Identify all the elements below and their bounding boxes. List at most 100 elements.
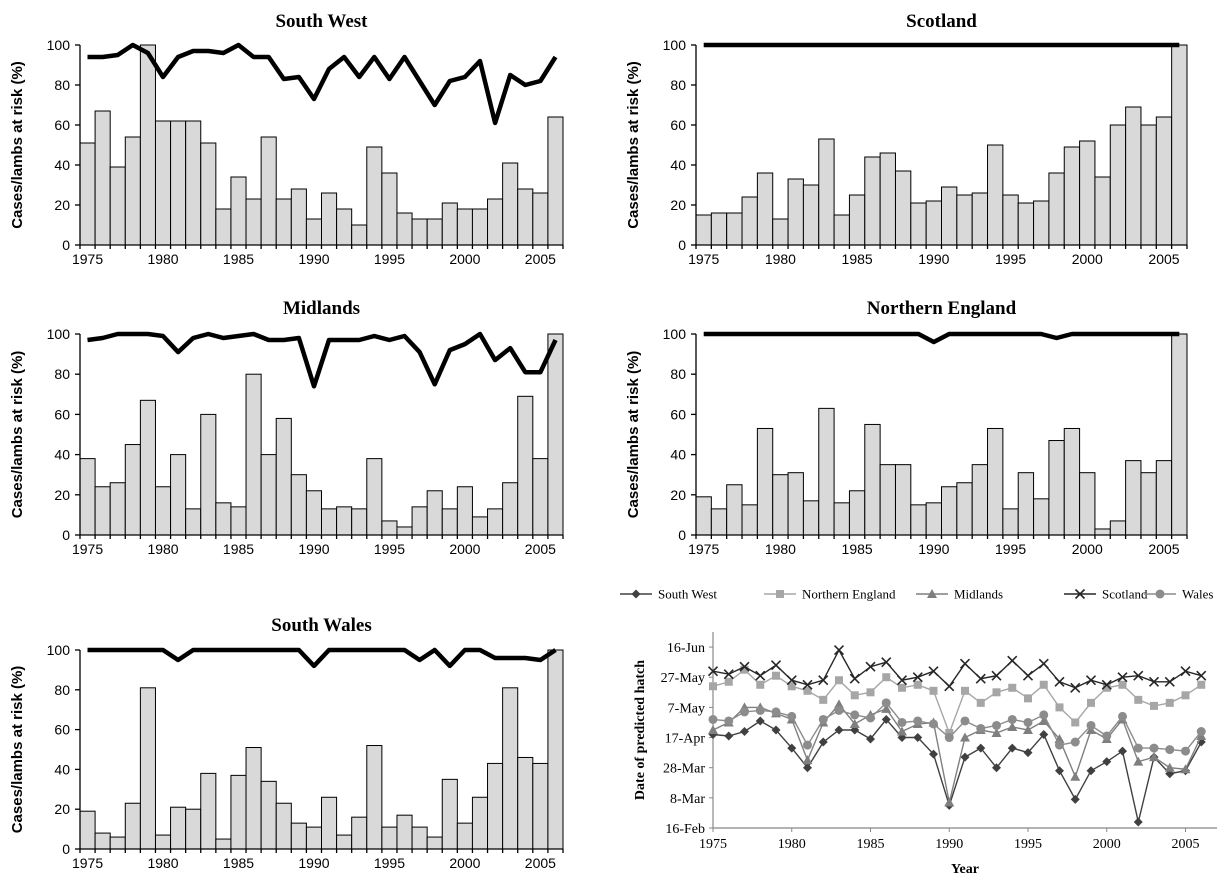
bar-1976 [94,486,111,536]
bar-1994 [987,144,1004,246]
y-tick-label: 80 [670,366,686,382]
bar-1983 [818,138,835,246]
data-point [961,686,969,695]
bar-2003 [502,687,519,850]
legend-label: Midlands [954,587,1003,602]
data-point [1165,698,1174,707]
data-point [707,666,719,677]
data-point [1133,817,1143,827]
data-point [866,734,875,744]
data-point [1196,727,1206,737]
y-tick-label: 28-Mar [663,762,705,777]
bar-2004 [1140,124,1157,246]
data-point [724,731,734,741]
data-point [992,720,1001,730]
y-tick-label: 0 [678,237,686,253]
legend-marker [1155,589,1165,599]
data-point [771,725,781,735]
x-tick-label: 2000 [449,855,480,871]
y-tick-label: 20 [670,197,686,213]
legend-item: South West [620,587,717,602]
data-point [881,714,891,724]
legend-item: Scotland [1064,587,1148,602]
data-point [834,725,844,735]
data-point [976,743,986,753]
bar-2005 [1155,460,1173,536]
bar-1994 [366,745,383,850]
data-point [913,680,922,689]
data-point [1023,748,1033,758]
data-point [724,716,734,726]
x-tick-label: 2005 [1148,251,1179,267]
x-tick-label: 1980 [147,855,178,871]
y-tick-label: 80 [670,77,686,93]
bar-2004 [517,188,534,246]
bar-2000 [456,208,473,246]
bar-2004 [517,756,534,850]
x-tick-label: 1980 [147,541,178,557]
y-tick-label: 27-May [661,671,705,686]
bar-1982 [802,184,820,246]
data-point [739,661,750,672]
data-point [1101,679,1112,690]
bar-2002 [487,198,504,246]
series-line [712,648,1202,689]
bar-1998 [1048,440,1065,536]
data-point [1148,676,1160,687]
x-tick-label: 2000 [1072,541,1103,557]
bar-1981 [787,178,804,246]
bar-1995 [381,520,398,536]
bar-1981 [170,120,187,246]
bar-1991 [321,796,338,850]
bar-2005 [532,192,549,246]
data-point [1149,743,1159,753]
bar-1995 [1002,508,1019,536]
bar-1987 [879,152,896,246]
bar-2001 [471,796,489,850]
data-point [755,670,766,681]
data-point [881,657,892,668]
x-tick-label: 1980 [147,251,178,267]
y-tick-label: 60 [670,117,686,133]
x-tick-label: 1975 [688,251,719,267]
hatch-date-chart: 16-Feb 8-Mar 28-Mar 17-Apr 7-May 27-May 16-Jun… [633,632,1217,877]
bar-1992 [336,506,353,536]
data-point [1087,698,1095,707]
bar-1986 [245,198,262,246]
bar-1989 [910,504,927,536]
y-tick-label: 40 [670,447,686,463]
bar-2003 [502,482,519,536]
data-point [912,672,923,683]
data-point [740,707,749,717]
data-point [1197,680,1206,689]
data-point [1007,721,1018,731]
data-point [1055,703,1064,712]
bar-1975 [79,810,96,850]
bar-1981 [787,472,804,536]
bar-1996 [396,814,413,850]
legend-label: Northern England [802,587,896,602]
bar-1993 [351,224,368,246]
y-axis-label: Cases/lambs at risk (%) [9,666,26,834]
x-tick-label: 1995 [374,251,405,267]
bar-1980 [772,218,789,246]
x-tick-label: 1975 [72,855,103,871]
data-point [787,711,797,721]
data-point [1007,714,1017,724]
bar-1985 [230,506,247,536]
y-tick-label: 40 [54,157,70,173]
y-tick-label: 0 [678,527,686,543]
bar-1994 [366,146,383,246]
y-tick-label: 0 [62,841,70,857]
data-point [898,683,906,692]
y-tick-label: 100 [47,642,71,658]
x-tick-label: 1995 [995,251,1026,267]
legend-label: Wales [1182,587,1213,602]
y-tick-label: 17-Apr [665,732,706,747]
data-point [1071,718,1080,727]
bar-1989 [290,474,307,536]
bar-2002 [487,762,504,850]
series-line [712,703,1202,803]
data-point [786,675,797,686]
data-point [755,705,765,715]
